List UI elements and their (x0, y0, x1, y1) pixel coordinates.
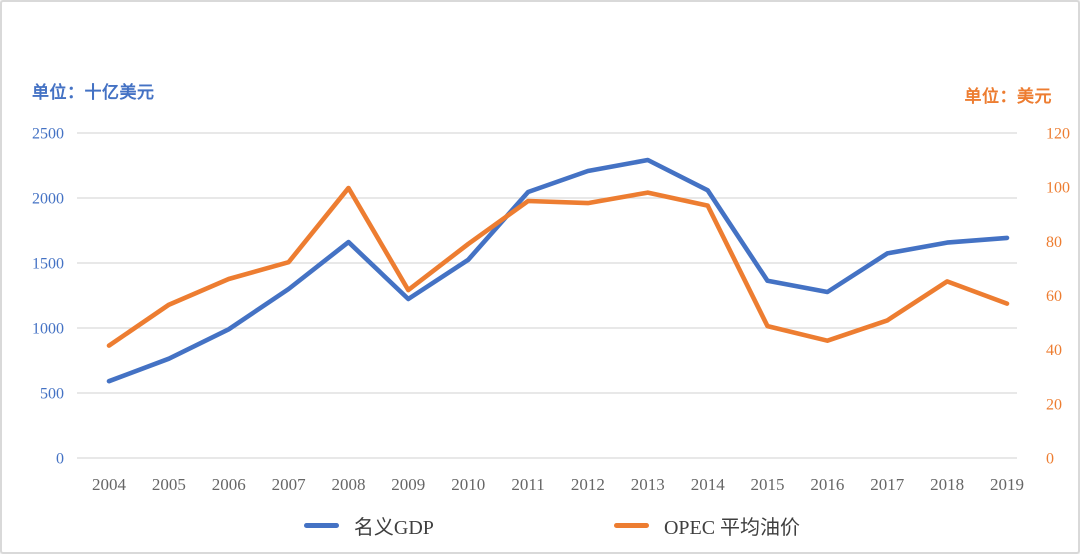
left-axis-tick-label: 1500 (32, 256, 64, 273)
x-axis-tick-label: 2011 (511, 475, 544, 494)
right-axis-tick-label: 120 (1046, 126, 1070, 143)
x-axis-tick-label: 2019 (990, 475, 1024, 494)
x-axis-tick-label: 2008 (332, 475, 366, 494)
oil-price-line (106, 185, 1010, 348)
x-axis-tick-label: 2005 (152, 475, 186, 494)
x-axis-tick-label: 2016 (810, 475, 844, 494)
right-axis-tick-label: 80 (1046, 234, 1062, 251)
legend-label-oil: OPEC 平均油价 (663, 517, 801, 539)
left-axis-tick-label: 2000 (32, 191, 64, 208)
x-axis-tick-label: 2007 (272, 475, 307, 494)
left-axis-tick-label: 2500 (32, 126, 64, 143)
x-axis-tick-label: 2013 (631, 475, 665, 494)
oil-line-swatch (613, 523, 649, 528)
x-axis-tick-label: 2010 (451, 475, 485, 494)
right-axis-unit-label: 单位：美元 (964, 87, 1052, 106)
right-axis-tick-label: 60 (1046, 288, 1062, 305)
left-axis-tick-label: 1000 (32, 321, 64, 338)
legend-label-gdp: 名义GDP (353, 517, 434, 539)
x-axis-tick-label: 2012 (571, 475, 605, 494)
right-axis-tick-label: 40 (1046, 342, 1062, 359)
x-axis-tick-label: 2004 (92, 475, 127, 494)
legend-item-gdp: 名义GDP (303, 511, 434, 540)
x-axis-tick-label: 2018 (930, 475, 964, 494)
legend: 名义GDP OPEC 平均油价 (14, 511, 1078, 540)
left-axis-unit-label: 单位：十亿美元 (32, 83, 155, 102)
right-axis-tick-label: 20 (1046, 396, 1062, 413)
x-axis-tick-label: 2009 (391, 475, 425, 494)
gdp-line (106, 157, 1010, 384)
x-axis-tick-label: 2014 (691, 475, 726, 494)
left-axis-tick-label: 500 (40, 386, 64, 403)
gdp-line-swatch (303, 523, 339, 528)
x-axis-tick-label: 2017 (870, 475, 905, 494)
left-axis-tick-label: 0 (56, 451, 64, 468)
right-axis-tick-label: 100 (1046, 180, 1070, 197)
x-axis-tick-label: 2015 (751, 475, 785, 494)
right-axis-tick-label: 0 (1046, 451, 1054, 468)
x-axis-tick-label: 2006 (212, 475, 246, 494)
legend-item-oil: OPEC 平均油价 (613, 511, 801, 540)
